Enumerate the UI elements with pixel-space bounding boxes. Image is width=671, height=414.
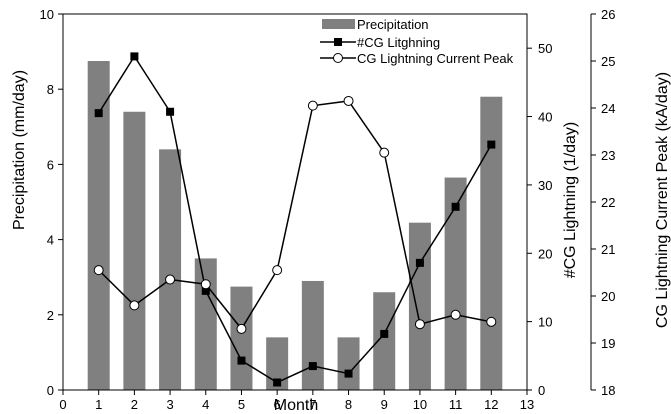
x-tick-label-11: 11: [449, 397, 463, 412]
cg-peak-point-4: [200, 279, 211, 290]
left-tick-label-4: 4: [47, 233, 54, 248]
cg-peak-point-3: [165, 274, 176, 285]
right2-tick-label-24: 24: [601, 101, 615, 116]
right1-tick-label-10: 10: [538, 315, 552, 330]
cg-peak-point-10: [414, 319, 425, 330]
right2-tick-label-20: 20: [601, 289, 615, 304]
left-tick-label-6: 6: [47, 157, 54, 172]
precip-bar-7: [301, 280, 324, 390]
right1-tick-label-0: 0: [538, 383, 545, 398]
x-tick-label-1: 1: [95, 397, 102, 412]
precip-bar-5: [230, 286, 253, 390]
precip-bar-10: [408, 222, 431, 390]
right2-axis-title: CG Lightning Current Peak (kA/day): [654, 72, 671, 328]
cg-count-point-9: [380, 329, 389, 338]
right2-tick-label-21: 21: [601, 242, 615, 257]
cg-count-point-10: [415, 258, 424, 267]
tick-labels: 0 1 2 3 4 5 6 7 8 9 10 11 12 130246810010203040501819…: [40, 7, 616, 412]
precip-bar-3: [159, 149, 182, 390]
cg-peak-point-11: [450, 309, 461, 320]
right2-tick-label-23: 23: [601, 148, 615, 163]
legend-label-cg-count: #CG Litghning: [357, 35, 440, 50]
x-tick-label-12: 12: [484, 397, 498, 412]
right1-tick-label-30: 30: [538, 178, 552, 193]
right1-tick-label-20: 20: [538, 246, 552, 261]
precip-bar-12: [480, 96, 503, 390]
cg-peak-point-5: [236, 323, 247, 334]
precip-bar-1: [87, 61, 110, 390]
x-tick-label-8: 8: [345, 397, 352, 412]
cg-count-point-5: [237, 356, 246, 365]
left-tick-label-8: 8: [47, 82, 54, 97]
x-tick-label-3: 3: [166, 397, 173, 412]
x-tick-label-10: 10: [413, 397, 427, 412]
x-tick-label-0: 0: [59, 397, 66, 412]
cg-peak-point-12: [486, 316, 497, 327]
cg-count-point-1: [94, 109, 103, 118]
cg-count-point-4: [201, 286, 210, 295]
right2-tick-label-26: 26: [601, 7, 615, 22]
precipitation-bars: [87, 61, 503, 390]
cg-count-point-12: [487, 140, 496, 149]
precip-bar-8: [337, 337, 360, 390]
cg-peak-point-7: [307, 100, 318, 111]
cg-peak-point-2: [129, 300, 140, 311]
legend-marker-cg-peak: [333, 53, 343, 63]
precip-bar-2: [123, 111, 146, 390]
series-lines: [93, 52, 497, 387]
right1-tick-label-40: 40: [538, 110, 552, 125]
x-axis-title: Month: [274, 397, 318, 414]
left-tick-label-2: 2: [47, 308, 54, 323]
cg-count-point-11: [451, 202, 460, 211]
right2-tick-label-18: 18: [601, 383, 615, 398]
right1-axis-title: #CG Lightning (1/day): [562, 122, 579, 279]
left-tick-label-10: 10: [40, 7, 54, 22]
precip-bar-4: [194, 258, 217, 390]
precip-bar-11: [444, 177, 467, 390]
legend-marker-cg-count: [334, 38, 342, 46]
series-line-2: [98, 100, 492, 331]
cg-count-point-7: [308, 362, 317, 371]
legend-label-precipitation: Precipitation: [357, 17, 429, 32]
cg-peak-point-6: [272, 265, 283, 276]
left-axis-title: Precipitation (mm/day): [11, 70, 28, 230]
plot-frame: [62, 13, 528, 391]
x-tick-label-9: 9: [381, 397, 388, 412]
cg-peak-point-1: [93, 265, 104, 276]
cg-peak-point-8: [343, 95, 354, 106]
precip-bar-9: [373, 292, 396, 390]
axes: [58, 13, 596, 395]
cg-peak-point-9: [379, 147, 390, 158]
x-tick-label-5: 5: [238, 397, 245, 412]
x-tick-label-13: 13: [520, 397, 534, 412]
series-line-1: [98, 54, 492, 384]
right2-tick-label-25: 25: [601, 54, 615, 69]
x-tick-label-7: 7: [309, 397, 316, 412]
right2-tick-label-19: 19: [601, 336, 615, 351]
legend: Precipitation #CG Litghning CG Lightning…: [320, 17, 514, 66]
left-tick-label-0: 0: [47, 383, 54, 398]
cg-count-point-3: [166, 107, 175, 116]
legend-swatch-precipitation: [322, 19, 355, 29]
x-tick-label-2: 2: [131, 397, 138, 412]
precip-bar-6: [266, 337, 289, 390]
cg-count-point-2: [130, 52, 139, 61]
right1-tick-label-50: 50: [538, 41, 552, 56]
x-tick-label-6: 6: [274, 397, 281, 412]
legend-label-cg-peak: CG Lightning Current Peak: [357, 51, 514, 66]
cg-count-point-6: [273, 378, 282, 387]
cg-count-point-8: [344, 369, 353, 378]
right2-tick-label-22: 22: [601, 195, 615, 210]
x-tick-label-4: 4: [202, 397, 209, 412]
